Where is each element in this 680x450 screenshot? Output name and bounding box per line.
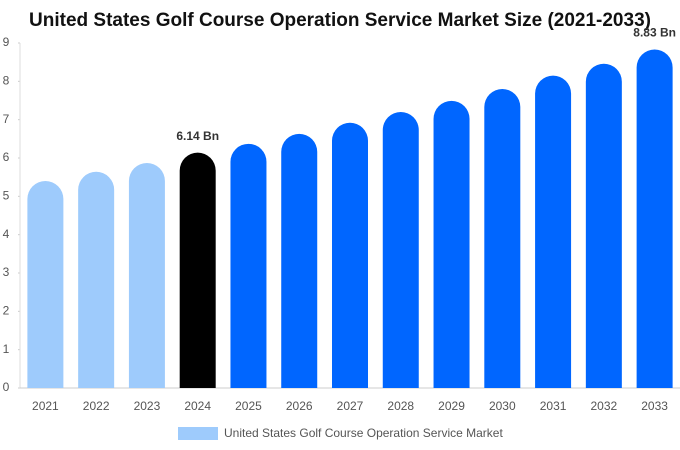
bar bbox=[585, 63, 622, 388]
bar bbox=[281, 133, 318, 388]
x-tick-label: 2029 bbox=[438, 399, 465, 413]
legend-swatch bbox=[178, 427, 218, 440]
x-tick-label: 2021 bbox=[32, 399, 59, 413]
bar bbox=[78, 171, 115, 388]
bar bbox=[433, 100, 470, 388]
bar bbox=[535, 75, 572, 388]
x-tick-label: 2023 bbox=[134, 399, 161, 413]
y-tick-label: 1 bbox=[3, 342, 10, 356]
x-tick-label: 2027 bbox=[337, 399, 364, 413]
x-tick-label: 2024 bbox=[184, 399, 211, 413]
value-label: 8.83 Bn bbox=[633, 26, 676, 40]
y-tick-label: 4 bbox=[3, 227, 10, 241]
x-tick-label: 2022 bbox=[83, 399, 110, 413]
y-tick-label: 3 bbox=[3, 265, 10, 279]
bar bbox=[636, 49, 673, 389]
x-tick-label: 2033 bbox=[641, 399, 668, 413]
y-tick-label: 9 bbox=[3, 35, 10, 49]
y-tick-label: 8 bbox=[3, 74, 10, 88]
y-tick-label: 5 bbox=[3, 189, 10, 203]
bar bbox=[128, 162, 165, 388]
y-tick-label: 6 bbox=[3, 150, 10, 164]
bar bbox=[382, 112, 419, 388]
bar bbox=[230, 143, 267, 388]
bar bbox=[484, 89, 521, 388]
bar bbox=[332, 122, 368, 388]
y-tick-label: 7 bbox=[3, 112, 10, 126]
x-tick-label: 2030 bbox=[489, 399, 516, 413]
x-tick-label: 2032 bbox=[590, 399, 617, 413]
legend-label: United States Golf Course Operation Serv… bbox=[224, 426, 503, 440]
x-tick-label: 2031 bbox=[540, 399, 567, 413]
x-tick-label: 2025 bbox=[235, 399, 262, 413]
x-tick-label: 2026 bbox=[286, 399, 313, 413]
y-tick-label: 0 bbox=[3, 380, 10, 394]
y-tick-label: 2 bbox=[3, 304, 10, 318]
bar bbox=[179, 152, 216, 388]
chart-title: United States Golf Course Operation Serv… bbox=[29, 10, 651, 31]
value-label: 6.14 Bn bbox=[176, 129, 219, 143]
bar bbox=[27, 181, 64, 388]
x-tick-label: 2028 bbox=[387, 399, 414, 413]
